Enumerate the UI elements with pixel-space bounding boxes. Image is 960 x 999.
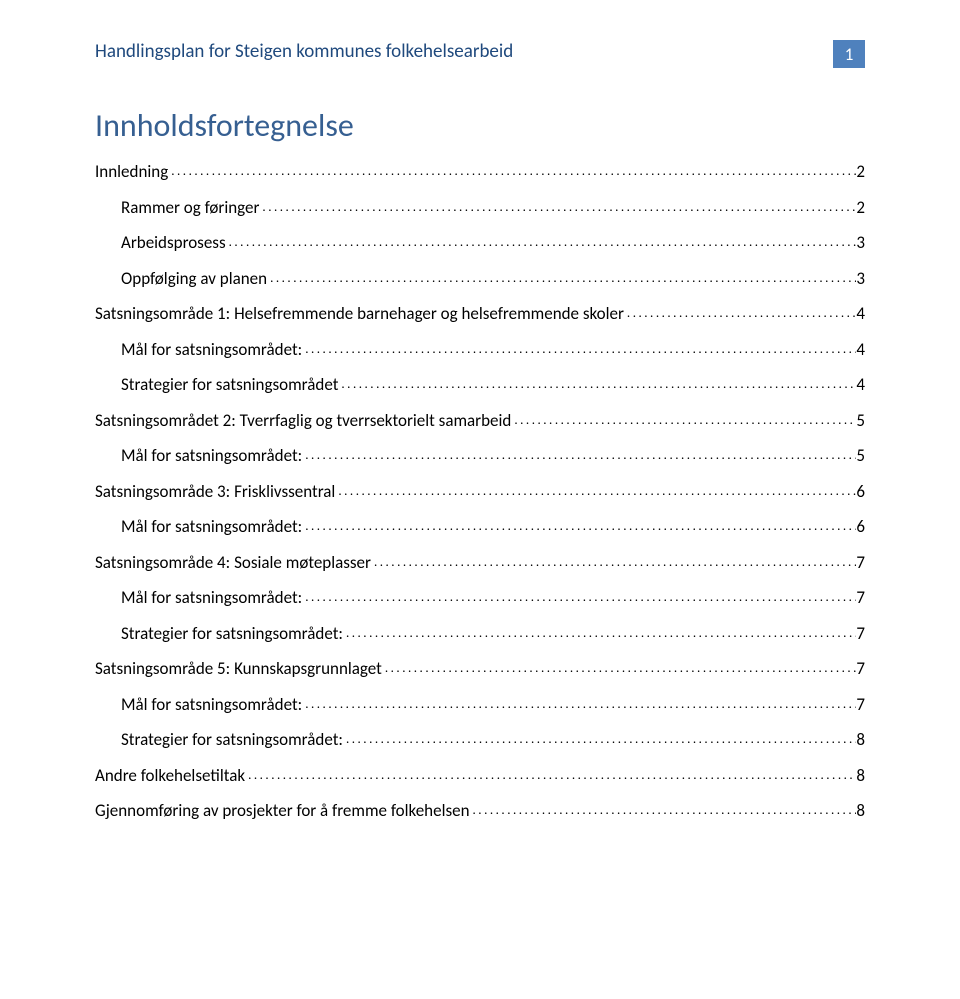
toc-entry[interactable]: Oppfølging av planen 3 — [95, 268, 865, 289]
toc-entry[interactable]: Strategier for satsningsområdet: 8 — [95, 729, 865, 750]
toc-list: Innledning 2 Rammer og føringer 2 Arbeidspro… — [95, 161, 865, 821]
toc-entry[interactable]: Gjennomføring av prosjekter for å fremme… — [95, 800, 865, 821]
toc-entry-page: 4 — [856, 339, 865, 360]
toc-entry-page: 7 — [856, 587, 865, 608]
toc-leader-dots — [382, 661, 857, 676]
toc-entry-label: Satsningsområde 4: Sosiale møteplasser — [95, 552, 371, 573]
toc-leader-dots — [371, 555, 856, 570]
page-header: Handlingsplan for Steigen kommunes folke… — [95, 40, 865, 68]
toc-entry-label: Mål for satsningsområdet: — [121, 516, 302, 537]
toc-entry[interactable]: Satsningsområde 3: Frisklivssentral 6 — [95, 481, 865, 502]
toc-entry-page: 5 — [856, 410, 865, 431]
toc-entry-label: Satsningsområde 5: Kunnskapsgrunnlaget — [95, 658, 382, 679]
toc-entry-page: 8 — [856, 729, 865, 750]
toc-leader-dots — [511, 413, 856, 428]
toc-heading: Innholdsfortegnelse — [95, 106, 865, 145]
toc-entry-label: Innledning — [95, 161, 168, 182]
toc-leader-dots — [302, 342, 856, 357]
toc-entry-label: Satsningsområde 1: Helsefremmende barneh… — [95, 303, 624, 324]
toc-entry-label: Mål for satsningsområdet: — [121, 587, 302, 608]
toc-entry-label: Andre folkehelsetiltak — [95, 765, 245, 786]
header-title: Handlingsplan for Steigen kommunes folke… — [95, 40, 821, 63]
toc-entry-label: Mål for satsningsområdet: — [121, 694, 302, 715]
toc-entry-label: Mål for satsningsområdet: — [121, 445, 302, 466]
toc-entry-label: Strategier for satsningsområdet: — [121, 729, 343, 750]
toc-entry-page: 6 — [856, 516, 865, 537]
toc-leader-dots — [302, 448, 856, 463]
toc-entry-label: Strategier for satsningsområdet: — [121, 623, 343, 644]
toc-entry-page: 2 — [856, 197, 865, 218]
toc-entry[interactable]: Satsningsområde 4: Sosiale møteplasser 7 — [95, 552, 865, 573]
toc-leader-dots — [259, 200, 856, 215]
toc-entry-page: 7 — [856, 552, 865, 573]
toc-entry[interactable]: Mål for satsningsområdet: 7 — [95, 694, 865, 715]
toc-entry[interactable]: Mål for satsningsområdet: 4 — [95, 339, 865, 360]
toc-entry[interactable]: Satsningsområdet 2: Tverrfaglig og tverr… — [95, 410, 865, 431]
toc-entry[interactable]: Mål for satsningsområdet: 7 — [95, 587, 865, 608]
toc-entry-page: 7 — [856, 694, 865, 715]
toc-leader-dots — [302, 519, 856, 534]
toc-entry-page: 5 — [856, 445, 865, 466]
toc-entry-page: 4 — [856, 303, 865, 324]
toc-entry[interactable]: Strategier for satsningsområdet: 7 — [95, 623, 865, 644]
toc-entry[interactable]: Rammer og føringer 2 — [95, 197, 865, 218]
toc-leader-dots — [624, 306, 856, 321]
toc-leader-dots — [335, 484, 856, 499]
toc-entry[interactable]: Innledning 2 — [95, 161, 865, 182]
toc-entry-label: Satsningsområdet 2: Tverrfaglig og tverr… — [95, 410, 511, 431]
toc-entry-page: 3 — [856, 268, 865, 289]
toc-entry[interactable]: Satsningsområde 5: Kunnskapsgrunnlaget 7 — [95, 658, 865, 679]
toc-leader-dots — [302, 590, 856, 605]
toc-entry-page: 6 — [856, 481, 865, 502]
toc-entry-label: Oppfølging av planen — [121, 268, 267, 289]
toc-entry-page: 8 — [856, 765, 865, 786]
toc-entry-page: 8 — [856, 800, 865, 821]
toc-entry[interactable]: Strategier for satsningsområdet 4 — [95, 374, 865, 395]
toc-entry-label: Gjennomføring av prosjekter for å fremme… — [95, 800, 470, 821]
toc-leader-dots — [338, 377, 856, 392]
page-number-badge: 1 — [833, 40, 865, 68]
toc-leader-dots — [168, 164, 856, 179]
toc-entry-page: 3 — [856, 232, 865, 253]
toc-entry-label: Satsningsområde 3: Frisklivssentral — [95, 481, 335, 502]
toc-entry[interactable]: Mål for satsningsområdet: 5 — [95, 445, 865, 466]
toc-leader-dots — [470, 803, 857, 818]
toc-leader-dots — [343, 626, 856, 641]
toc-entry-label: Rammer og føringer — [121, 197, 259, 218]
toc-entry[interactable]: Mål for satsningsområdet: 6 — [95, 516, 865, 537]
toc-leader-dots — [343, 732, 856, 747]
toc-entry[interactable]: Satsningsområde 1: Helsefremmende barneh… — [95, 303, 865, 324]
toc-entry[interactable]: Arbeidsprosess 3 — [95, 232, 865, 253]
toc-entry-label: Strategier for satsningsområdet — [121, 374, 338, 395]
toc-entry-page: 7 — [856, 658, 865, 679]
toc-leader-dots — [302, 697, 856, 712]
toc-leader-dots — [226, 235, 857, 250]
toc-entry-label: Arbeidsprosess — [121, 232, 226, 253]
toc-entry-page: 7 — [856, 623, 865, 644]
toc-entry-page: 4 — [856, 374, 865, 395]
toc-leader-dots — [267, 271, 856, 286]
toc-entry-label: Mål for satsningsområdet: — [121, 339, 302, 360]
toc-entry[interactable]: Andre folkehelsetiltak 8 — [95, 765, 865, 786]
toc-entry-page: 2 — [856, 161, 865, 182]
toc-leader-dots — [245, 768, 856, 783]
